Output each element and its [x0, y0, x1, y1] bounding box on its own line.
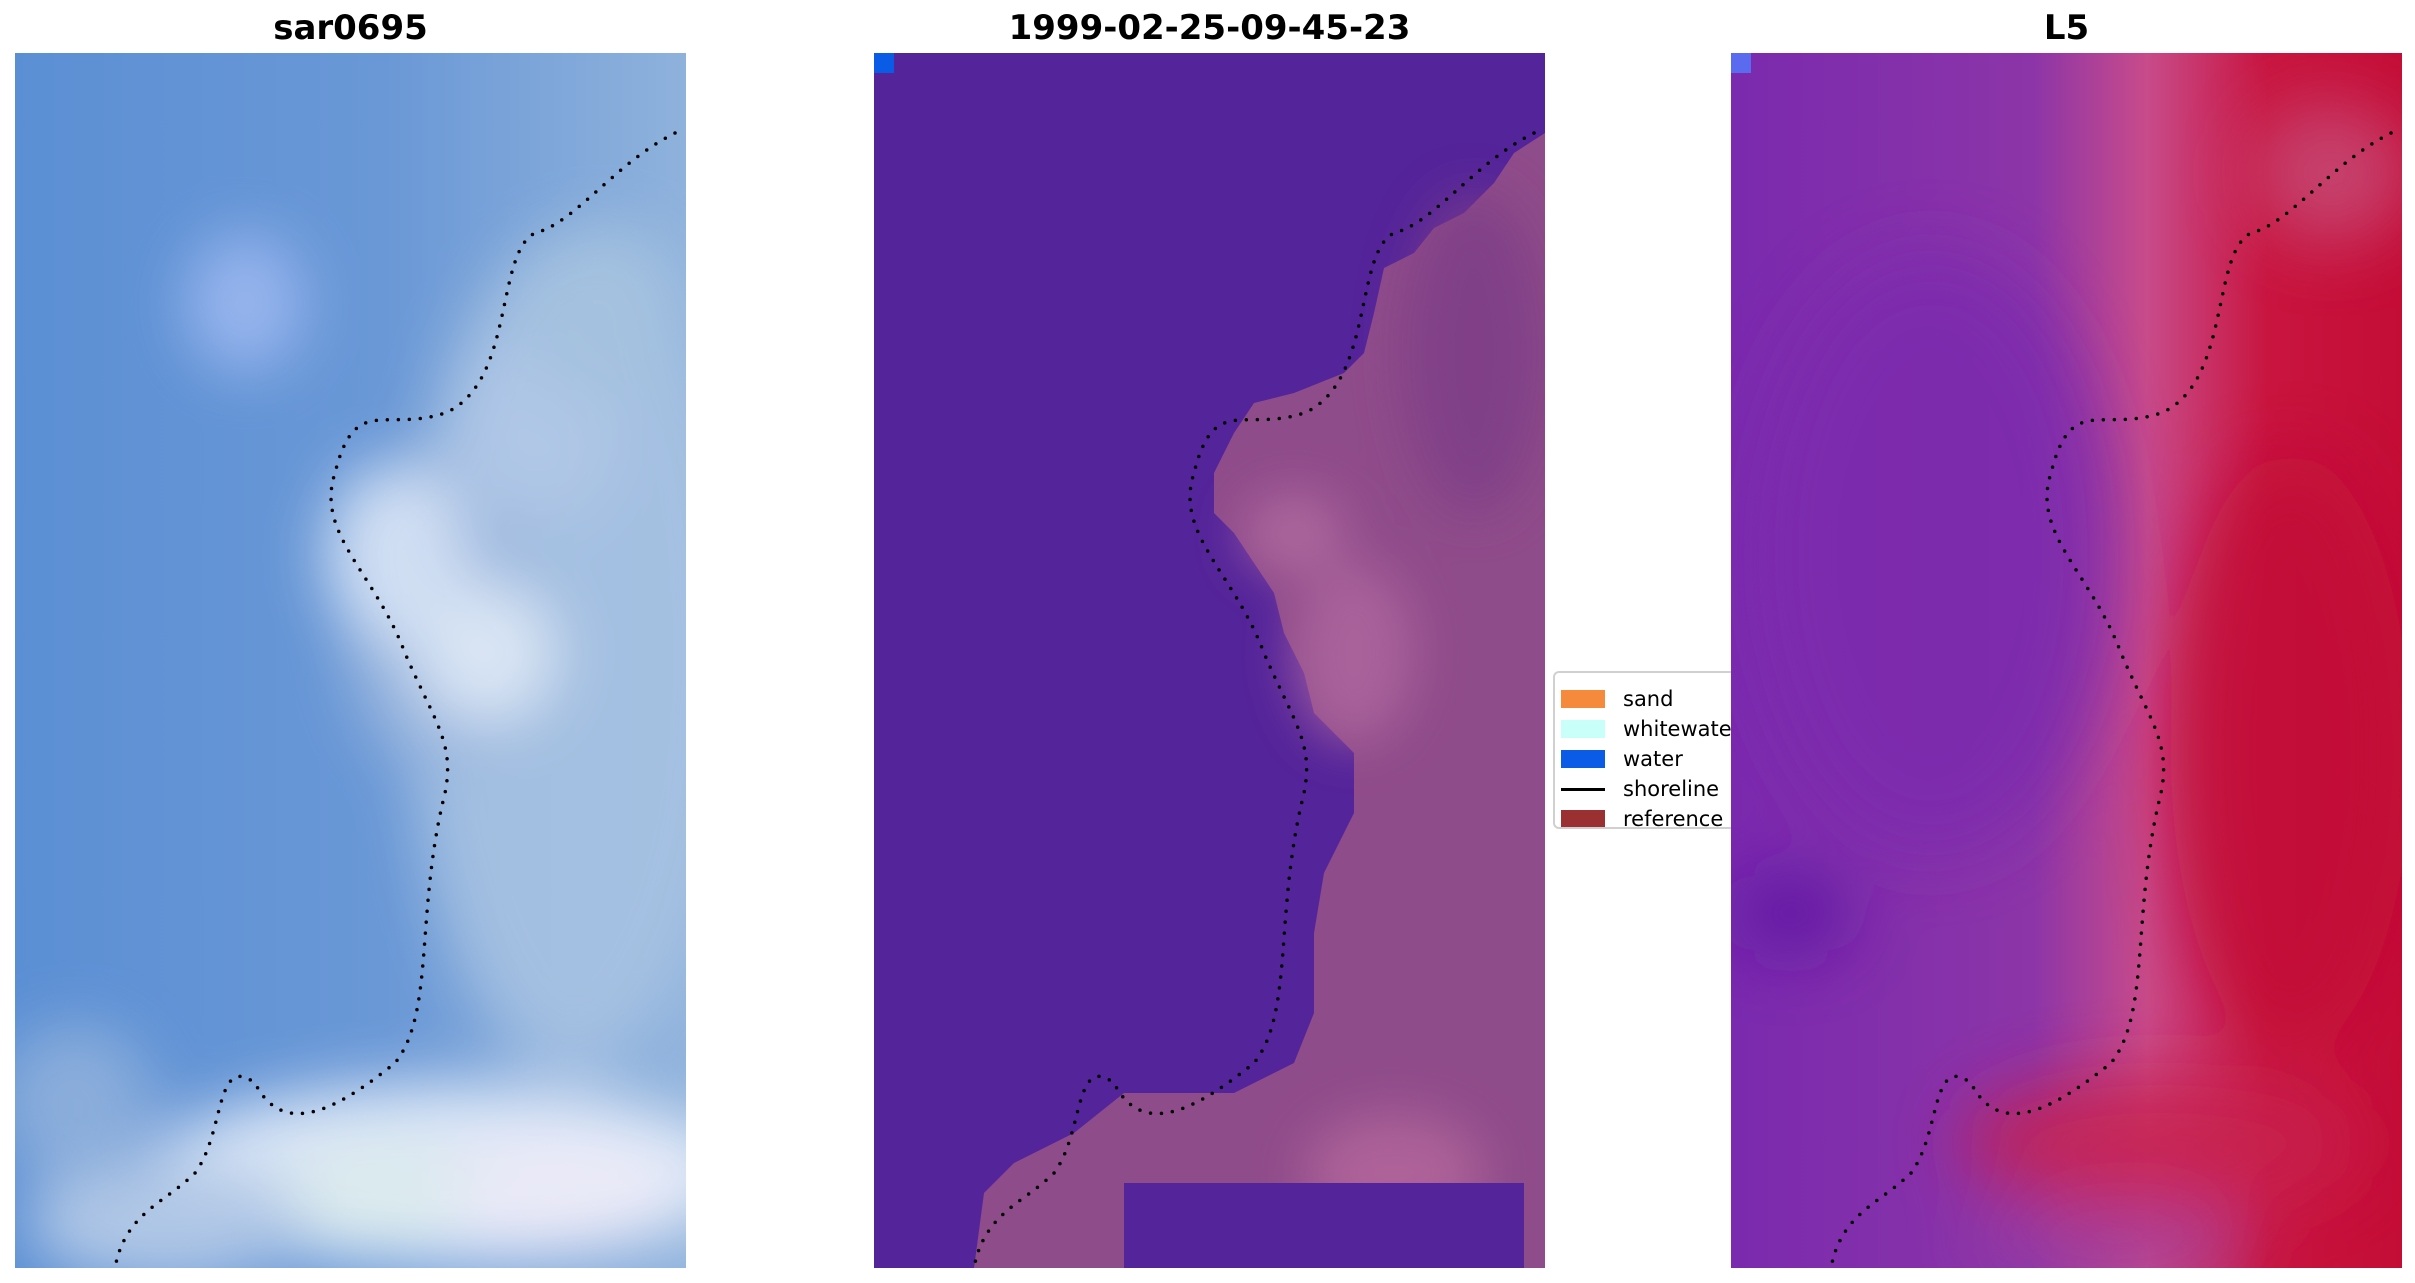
index-image: [1731, 53, 2402, 1268]
classified-image: [874, 53, 1545, 1268]
legend-label-reference-shoreline: reference shoreline: [1623, 807, 1731, 829]
water-class-pixel: [1731, 53, 1751, 73]
legend-line-shoreline: [1561, 788, 1605, 791]
legend-swatch-sand: [1561, 690, 1605, 708]
panel-title-index: L5: [2043, 8, 2090, 48]
legend-label-whitewater: whitewater: [1623, 717, 1731, 741]
legend-swatch-whitewater: [1561, 720, 1605, 738]
panel-title-rgb: sar0695: [273, 8, 428, 48]
panel-title-classified: 1999-02-25-09-45-23: [1008, 8, 1411, 48]
rgb-image-panel: [15, 53, 686, 1268]
legend-label-shoreline: shoreline: [1623, 777, 1720, 801]
legend-label-water: water: [1623, 747, 1683, 771]
index-image-panel: [1731, 53, 2402, 1268]
classified-image-panel: [874, 53, 1545, 1268]
rgb-image: [15, 53, 686, 1268]
shoreline-trace: [972, 131, 1536, 1268]
water-class-pixel: [874, 53, 894, 73]
shoreline-trace: [1829, 131, 2393, 1268]
legend-swatch-water: [1561, 750, 1605, 768]
shoreline-trace: [113, 131, 677, 1268]
legend-label-sand: sand: [1623, 687, 1674, 711]
legend: sand whitewater water shoreline referenc…: [1553, 671, 1731, 829]
legend-swatch-reference-shoreline: [1561, 810, 1605, 827]
